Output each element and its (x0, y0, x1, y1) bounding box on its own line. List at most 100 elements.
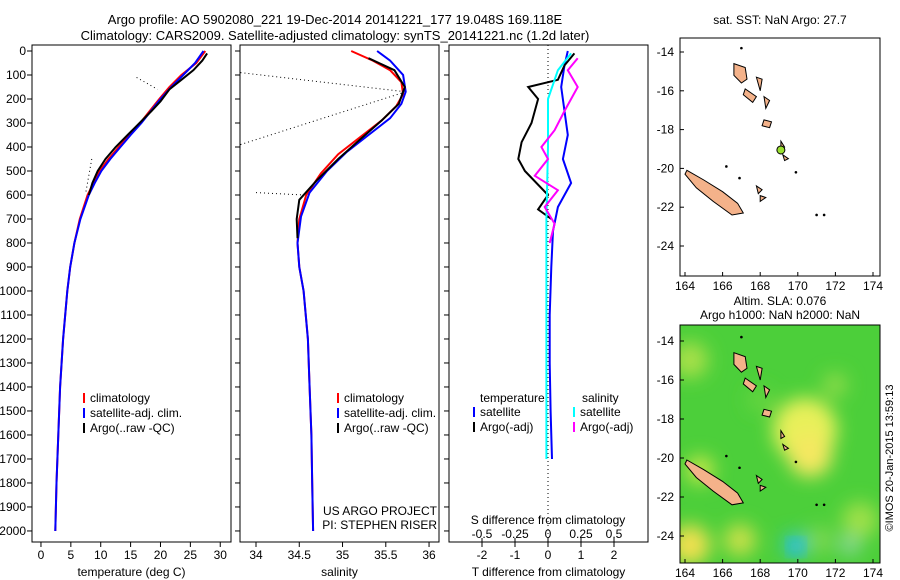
y-tick-label: 1400 (0, 380, 26, 394)
land-island (684, 169, 745, 216)
map-y-tick-label: -16 (657, 373, 675, 387)
x-tick-label: 0 (38, 548, 45, 562)
y-tick-label: 1300 (0, 356, 26, 370)
x-axis-label: salinity (321, 565, 358, 579)
reef-dot (815, 213, 818, 217)
land-island (761, 408, 773, 418)
sst-map: 164 166 168 170 172 174 -14 -16 -18 -20 -22 -24 sat.… (657, 13, 884, 293)
plot-frame (31, 44, 232, 543)
land-island (684, 459, 745, 506)
reef-dot (794, 170, 798, 174)
sla-blob (788, 433, 832, 477)
pi-annotation: PI: STEPHEN RISER (322, 518, 437, 532)
difference-panel: -2 -1 0 1 2 T difference from climatology temp… (444, 44, 649, 579)
y-tick-label: 400 (6, 140, 26, 154)
map-x-tick-label: 170 (788, 566, 808, 580)
sla-low-blob (788, 539, 804, 555)
x-tick-label: -2 (477, 548, 488, 562)
legend-label: satellite (580, 405, 621, 419)
legend-label: Argo(..raw -QC) (90, 421, 175, 435)
reef-dot (822, 213, 826, 217)
sla-field (680, 325, 880, 563)
land-island (755, 365, 763, 381)
legend-label: satellite (480, 405, 521, 419)
top-tick-label: 0 (545, 527, 552, 541)
land-island (755, 184, 763, 195)
sla-blob (842, 502, 878, 538)
map-x-tick-label: 174 (863, 566, 883, 580)
map-x-tick-label: 164 (675, 566, 695, 580)
x-tick-label: 34.5 (288, 548, 312, 562)
x-tick-label: 35.5 (374, 548, 398, 562)
series-satellite-adj-clim- (296, 50, 407, 532)
reef-dot (822, 503, 826, 507)
figure-title-line1: Argo profile: AO 5902080_221 19-Dec-2014… (108, 12, 563, 27)
map-y-tick-label: -24 (657, 529, 675, 543)
x-tick-label: 36 (422, 548, 436, 562)
map-x-tick-label: 170 (788, 279, 808, 293)
y-tick-label: 1200 (0, 332, 26, 346)
y-tick-label: 0 (19, 44, 26, 58)
legend-label: Argo(..raw -QC) (344, 421, 429, 435)
reef-dot (738, 466, 741, 470)
map-frame (679, 324, 881, 564)
series-climatology (296, 50, 405, 532)
map-x-tick-label: 168 (750, 566, 770, 580)
y-tick-label: 300 (6, 116, 26, 130)
map-y-tick-label: -16 (657, 84, 675, 98)
legend-label: satellite-adj. clim. (344, 406, 436, 420)
reef-dot (725, 165, 728, 168)
sla-blob (724, 524, 756, 556)
x-tick-label: 2 (611, 548, 618, 562)
land-island (755, 76, 763, 91)
legend-header-temperature: temperature (480, 391, 545, 405)
y-tick-label: 900 (6, 260, 26, 274)
land-island (742, 88, 758, 104)
sla-blob (823, 373, 847, 397)
land-island (755, 474, 763, 485)
map-y-tick-label: -22 (657, 200, 675, 214)
legend-header-salinity: salinity (582, 391, 619, 405)
series-climatology (54, 50, 207, 532)
x-tick-label: 25 (184, 548, 198, 562)
y-tick-label: 1900 (0, 500, 26, 514)
map-y-tick-label: -24 (657, 239, 675, 253)
y-tick-label: 100 (6, 68, 26, 82)
x-tick-label: 30 (214, 548, 228, 562)
reef-dot (738, 176, 741, 180)
sla-map: 164 166 168 170 172 174 -14 -16 -18 -20 -22 -24 Alti… (657, 294, 884, 580)
map-y-tick-label: -14 (657, 334, 675, 348)
x-tick-label: 15 (124, 548, 138, 562)
x-axis-label: temperature (deg C) (77, 565, 185, 579)
x-axis-label: T difference from climatology (472, 565, 626, 579)
map-x-tick-label: 168 (750, 279, 770, 293)
map-y-tick-label: -22 (657, 490, 675, 504)
dotted-guide (85, 158, 93, 193)
map-frame (679, 37, 881, 277)
imos-watermark: ©IMOS 20-Jan-2015 13:59:13 (884, 385, 896, 532)
argo-position-marker (776, 145, 786, 155)
legend-label: climatology (90, 391, 150, 405)
map-y-tick-label: -20 (657, 451, 675, 465)
land-island (780, 428, 786, 440)
land-island (759, 484, 767, 493)
land-island (733, 351, 748, 373)
x-tick-label: 5 (68, 548, 75, 562)
series-temperature-satellite (548, 50, 573, 460)
sla-blob (806, 526, 834, 554)
sla-blob (840, 535, 860, 555)
y-tick-label: 1800 (0, 476, 26, 490)
y-tick-label: 1500 (0, 404, 26, 418)
map-y-tick-label: -20 (657, 161, 675, 175)
y-tick-label: 800 (6, 236, 26, 250)
top-axis-label: S difference from climatology (471, 513, 626, 527)
reef-dot (725, 454, 728, 458)
legend-label: Argo(-adj) (480, 420, 533, 434)
legend-label: climatology (344, 391, 404, 405)
series-argo-raw-qc- (87, 52, 208, 196)
top-tick-label: 0.5 (606, 527, 623, 541)
map-y-tick-label: -18 (657, 412, 675, 426)
reef-dot (794, 460, 798, 464)
reef-dot (740, 46, 743, 50)
